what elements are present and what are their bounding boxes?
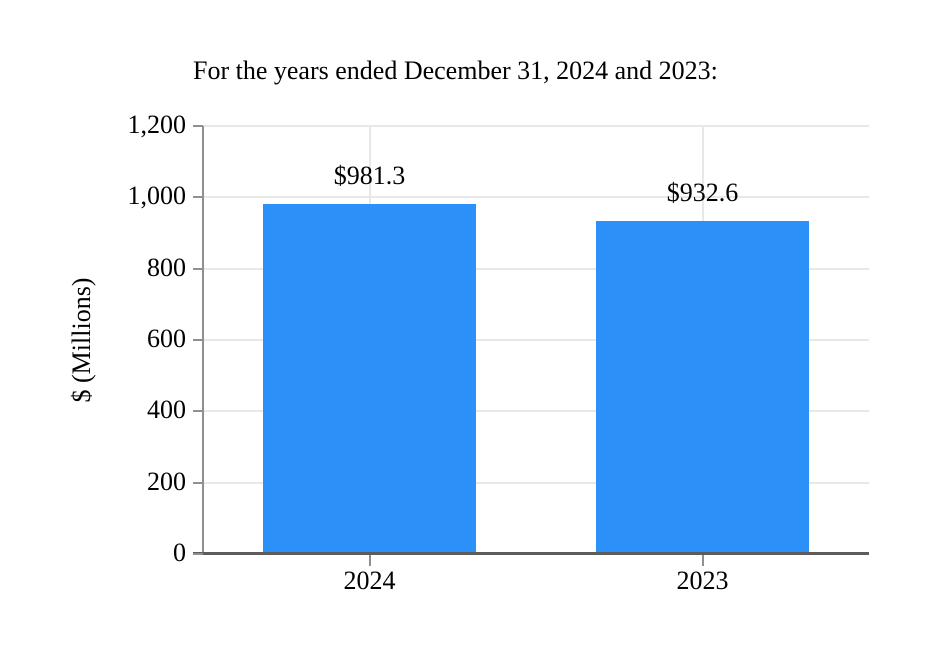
bar-value-label: $981.3	[333, 161, 406, 191]
plot-area: $981.3 $932.6	[203, 125, 869, 554]
y-tick-label: 1,200	[127, 110, 187, 139]
x-tick-label: 2024	[343, 566, 396, 595]
h-gridline	[203, 481, 869, 484]
x-tick	[701, 555, 704, 566]
h-gridline	[203, 410, 869, 413]
y-tick	[193, 553, 203, 555]
bar	[596, 221, 809, 554]
y-tick-label: 600	[147, 324, 186, 353]
y-tick	[193, 481, 203, 484]
h-gridline	[203, 125, 869, 127]
y-tick	[193, 196, 203, 199]
y-tick-label: 800	[147, 252, 186, 282]
x-tick	[368, 555, 371, 566]
y-tick-label: 1,000	[127, 181, 187, 211]
x-tick-label: 2023	[676, 566, 729, 595]
bar-value-label: $932.6	[666, 178, 739, 208]
bar	[263, 204, 476, 554]
y-tick	[193, 125, 203, 127]
y-axis-line	[202, 126, 204, 554]
y-tick	[193, 339, 203, 341]
y-tick	[193, 410, 203, 413]
chart-title: For the years ended December 31, 2024 an…	[193, 56, 718, 85]
y-tick	[193, 267, 203, 270]
h-gridline	[203, 339, 869, 341]
y-axis-title: $ (Millions)	[67, 277, 96, 403]
x-axis-line	[193, 552, 869, 555]
h-gridline	[203, 267, 869, 270]
y-tick-label: 200	[147, 466, 186, 496]
y-tick-label: 0	[173, 538, 186, 567]
h-gridline	[203, 196, 869, 199]
y-tick-label: 400	[147, 395, 186, 425]
